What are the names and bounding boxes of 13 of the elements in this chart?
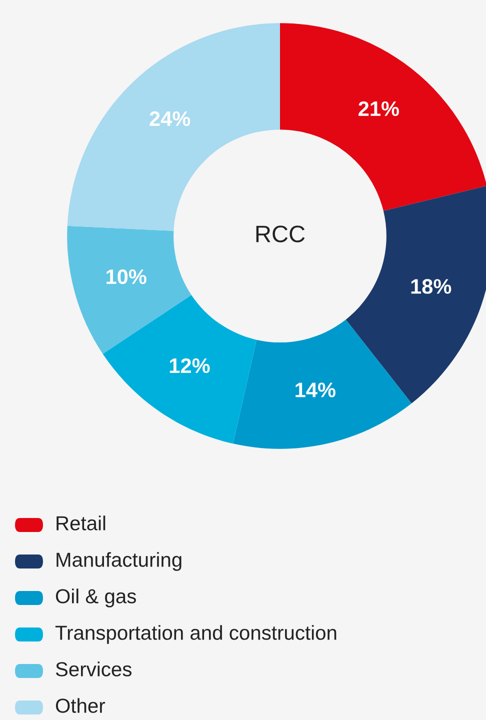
legend-label: Oil & gas [56,588,136,608]
legend-label: Retail [56,516,106,530]
legend-label: Services [56,662,132,676]
legend-label: Manufacturing [56,552,182,571]
data-label: 18% [411,279,452,294]
data-label: 21% [358,101,399,116]
text: RCC [256,226,305,242]
legend-label: Other [56,698,106,713]
data-label: 12% [170,358,210,374]
legend-label: Transportation and construction [55,625,336,644]
data-label: 10% [106,269,146,284]
data-label: 24% [150,111,190,126]
data-label: 14% [296,382,336,398]
